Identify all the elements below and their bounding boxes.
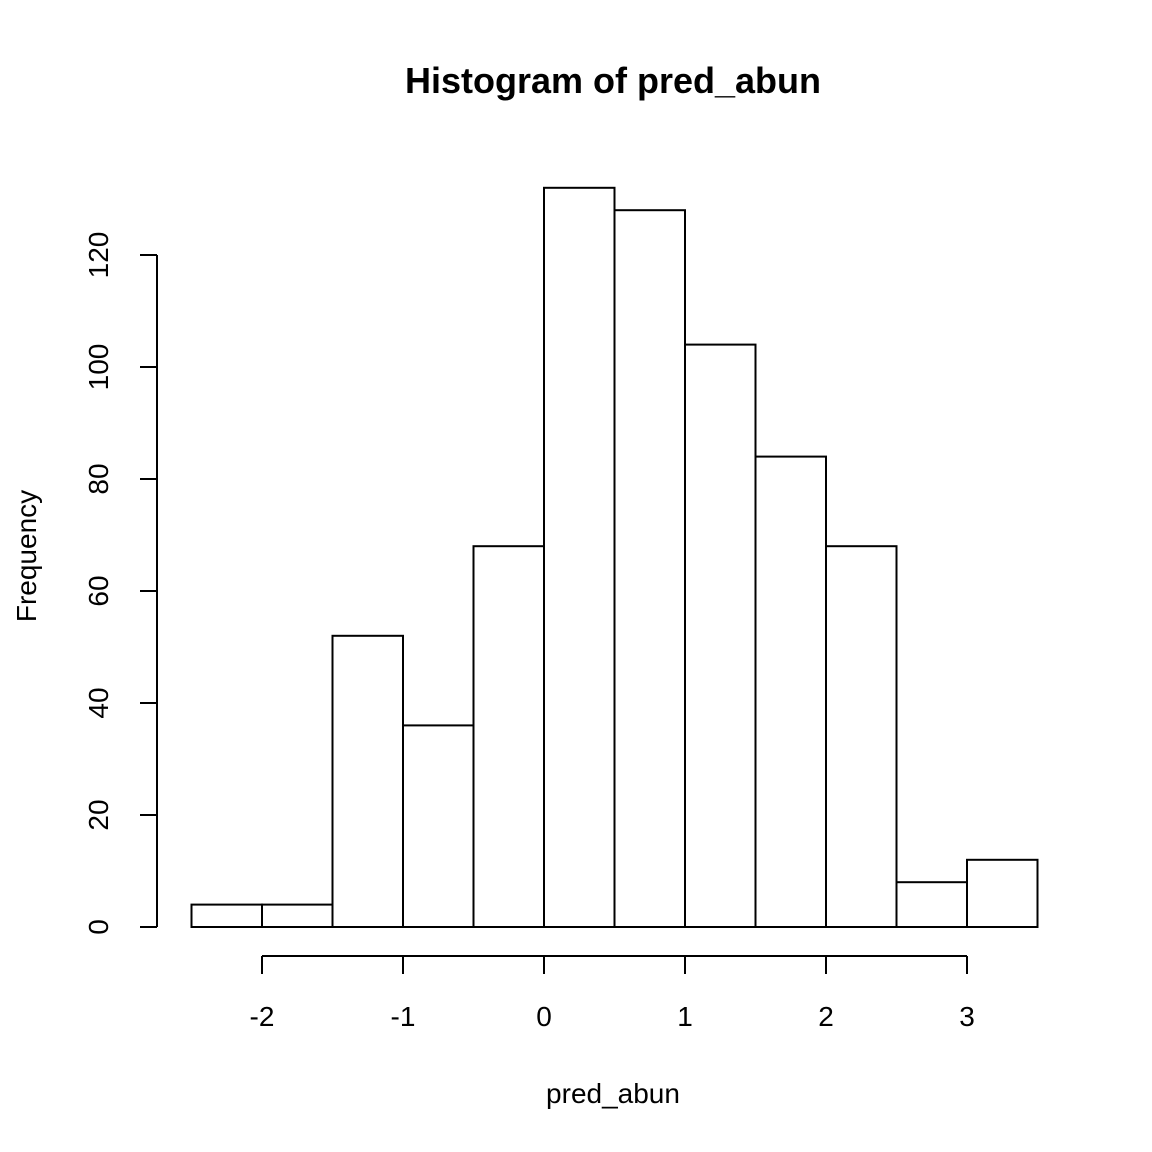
x-axis: -2 -1 0 1 2 3 bbox=[250, 955, 975, 1032]
x-tick-label: -1 bbox=[391, 1001, 416, 1032]
histogram-bar bbox=[331, 634, 404, 928]
x-tick-label: 0 bbox=[536, 1001, 552, 1032]
bars-group bbox=[190, 186, 1039, 929]
histogram-bar bbox=[684, 343, 757, 929]
y-axis-label: Frequency bbox=[11, 490, 42, 622]
y-tick-label: 0 bbox=[83, 919, 114, 935]
histogram-bar bbox=[190, 903, 263, 928]
x-tick-label: 2 bbox=[818, 1001, 834, 1032]
histogram-bar bbox=[543, 186, 616, 929]
histogram-bar bbox=[613, 209, 686, 928]
y-tick-label: 120 bbox=[83, 232, 114, 279]
histogram-bar bbox=[895, 881, 968, 929]
histogram-bar bbox=[825, 545, 898, 928]
histogram-bar bbox=[472, 545, 545, 928]
histogram-bar bbox=[402, 724, 475, 929]
y-tick-label: 100 bbox=[83, 344, 114, 391]
x-tick-label: 3 bbox=[959, 1001, 975, 1032]
y-tick-label: 80 bbox=[83, 463, 114, 494]
y-axis: 0 20 40 60 80 100 120 bbox=[83, 232, 158, 935]
x-tick-label: -2 bbox=[250, 1001, 275, 1032]
y-tick-label: 40 bbox=[83, 687, 114, 718]
histogram-bar bbox=[261, 903, 334, 928]
chart-title: Histogram of pred_abun bbox=[405, 60, 821, 101]
histogram-bar bbox=[754, 455, 827, 928]
x-tick-label: 1 bbox=[677, 1001, 693, 1032]
y-tick-label: 20 bbox=[83, 799, 114, 830]
y-tick-label: 60 bbox=[83, 575, 114, 606]
x-axis-label: pred_abun bbox=[546, 1078, 680, 1109]
histogram-bar bbox=[966, 858, 1039, 928]
